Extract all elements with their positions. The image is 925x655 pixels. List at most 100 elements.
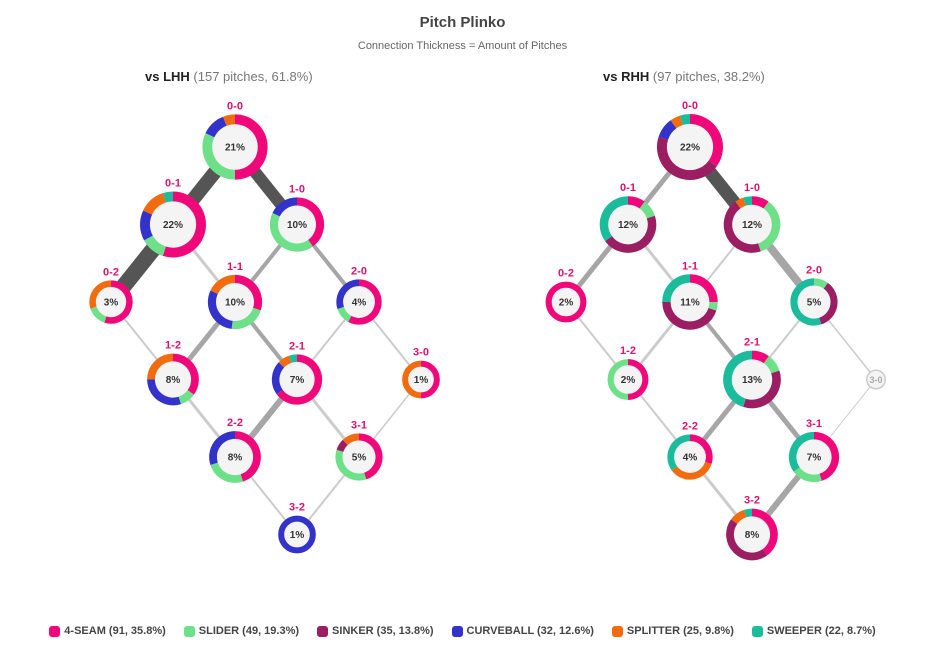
node-ring-segment-curveball bbox=[272, 197, 298, 217]
count-node: 1% 3-2 bbox=[278, 502, 316, 554]
legend-label: SPLITTER (25, 9.8%) bbox=[626, 625, 734, 637]
node-count-label: 0-2 bbox=[103, 266, 119, 278]
node-pct-label: 22% bbox=[680, 143, 700, 154]
node-center bbox=[670, 282, 710, 322]
node-ring-segment-4seam bbox=[689, 434, 713, 465]
node-ring-segment-curveball bbox=[207, 290, 233, 329]
node-pct-label: 8% bbox=[166, 375, 181, 386]
legend-label: SLIDER (49, 19.3%) bbox=[198, 625, 300, 637]
count-node: 12% 1-0 bbox=[723, 182, 781, 253]
node-ring-segment-slider bbox=[335, 449, 367, 481]
node-count-label: 0-1 bbox=[620, 182, 636, 194]
node-pct-label: 1% bbox=[290, 530, 305, 541]
node-ring-segment-sinker bbox=[723, 201, 761, 253]
node-ring-segment-4seam bbox=[296, 197, 325, 247]
node-ring-segment-4seam bbox=[751, 350, 769, 364]
legend-label: SINKER (35, 13.8%) bbox=[332, 625, 434, 637]
node-count-label: 2-1 bbox=[289, 340, 305, 352]
node-ring-segment-sweeper bbox=[289, 354, 298, 363]
node-center bbox=[341, 439, 377, 475]
legend-swatch bbox=[183, 625, 195, 637]
node-ring-segment-slider bbox=[210, 462, 243, 483]
node-pct-label: 7% bbox=[290, 375, 305, 386]
node-center bbox=[283, 521, 311, 548]
node-pct-label: 4% bbox=[683, 453, 698, 464]
node-ring-segment-4seam bbox=[689, 114, 723, 167]
node-center bbox=[613, 364, 643, 395]
node-ring-segment-slider bbox=[793, 467, 822, 483]
node-ring-segment-splitter bbox=[342, 433, 360, 446]
node-center bbox=[211, 123, 259, 171]
node-ring-segment-sweeper bbox=[662, 274, 691, 303]
node-pct-label: 8% bbox=[745, 530, 760, 541]
count-node: 22% 0-1 bbox=[140, 178, 206, 258]
node-center bbox=[733, 515, 771, 554]
node-pct-label: 21% bbox=[225, 143, 245, 154]
node-ring-segment-sweeper bbox=[679, 114, 691, 126]
node-ring-segment-sinker bbox=[662, 301, 717, 330]
node-center bbox=[666, 123, 714, 171]
node-ring-segment-slider bbox=[813, 278, 828, 289]
node-ring-segment-curveball bbox=[147, 379, 181, 406]
node-pct-label: 5% bbox=[807, 298, 822, 309]
node-ring-segment-slider bbox=[639, 201, 655, 219]
legend-item-curveball: CURVEBALL (32, 12.6%) bbox=[451, 625, 594, 637]
node-center bbox=[215, 282, 255, 322]
panel-side-detail: (97 pitches, 38.2%) bbox=[652, 69, 765, 84]
node-ring-segment-4seam bbox=[813, 431, 840, 481]
node-ring-segment-sinker bbox=[743, 370, 781, 409]
node-ring-segment-sinker bbox=[336, 439, 348, 453]
node-ring-segment-sinker bbox=[726, 519, 768, 561]
panel-lhh: 21% 0-0 22% 0-1 10% 1-0 3% 0-2 10% 1-1 4% 2-0 8% 1-2 7… bbox=[89, 100, 440, 554]
node-count-label: 3-2 bbox=[289, 502, 305, 514]
node-pct-label: 2% bbox=[621, 375, 636, 386]
panel-side-label: vs LHH bbox=[145, 69, 190, 84]
node-ring-segment-4seam bbox=[358, 433, 383, 480]
count-node: 1% 3-0 bbox=[402, 347, 440, 399]
legend-item-4seam: 4-SEAM (91, 35.8%) bbox=[49, 625, 166, 637]
node-count-label: 1-0 bbox=[744, 182, 760, 194]
node-pct-label: 3-0 bbox=[869, 375, 882, 385]
chart-title: Pitch Plinko bbox=[419, 14, 506, 31]
node-count-label: 3-2 bbox=[744, 495, 760, 507]
node-pct-label: 1% bbox=[414, 375, 429, 386]
node-count-label: 1-1 bbox=[682, 260, 698, 272]
node-center bbox=[216, 438, 254, 476]
legend: 4-SEAM (91, 35.8%) SLIDER (49, 19.3%) SINK… bbox=[0, 625, 925, 637]
node-ring-segment-curveball bbox=[209, 431, 236, 465]
node-ring-segment-4seam bbox=[627, 359, 649, 400]
node-ring-segment-splitter bbox=[147, 353, 174, 380]
node-pct-label: 4% bbox=[352, 298, 367, 309]
count-node: 5% 3-1 bbox=[335, 419, 383, 481]
node-ring-segment-curveball bbox=[278, 515, 316, 554]
panel-side-detail: (157 pitches, 61.8%) bbox=[193, 69, 313, 84]
legend-item-splitter: SPLITTER (25, 9.8%) bbox=[611, 625, 734, 637]
node-count-label: 2-1 bbox=[744, 337, 760, 349]
node-ring-segment-splitter bbox=[671, 461, 712, 480]
node-center bbox=[796, 284, 832, 320]
legend-label: 4-SEAM (91, 35.8%) bbox=[64, 625, 166, 637]
count-node: 3-0 bbox=[866, 369, 886, 390]
node-ring-segment-sweeper bbox=[723, 350, 753, 407]
legend-swatch bbox=[451, 625, 463, 637]
node-ring-segment-sweeper bbox=[744, 508, 753, 518]
node-count-label: 2-2 bbox=[227, 417, 243, 429]
node-count-label: 3-1 bbox=[351, 419, 367, 431]
count-node: 8% 3-2 bbox=[726, 495, 778, 561]
node-count-label: 0-0 bbox=[227, 100, 243, 112]
node-count-label: 0-0 bbox=[682, 100, 698, 112]
node-count-label: 1-1 bbox=[227, 261, 243, 273]
node-center bbox=[342, 285, 376, 319]
node-ring-segment-splitter bbox=[731, 509, 747, 525]
node-count-label: 0-1 bbox=[165, 178, 181, 190]
node-ring-segment-4seam bbox=[420, 360, 440, 399]
count-node: 4% 2-2 bbox=[667, 420, 713, 480]
node-ring-segment-4seam bbox=[627, 196, 645, 209]
node-ring-segment-4seam bbox=[751, 196, 769, 209]
legend-swatch bbox=[751, 625, 763, 637]
node-ring-segment-slider bbox=[337, 306, 352, 322]
node-ring-segment-sweeper bbox=[667, 434, 691, 471]
node-ring-segment-sinker bbox=[818, 282, 838, 325]
node-ring-segment-4seam bbox=[234, 274, 263, 311]
node-count-label: 0-2 bbox=[558, 268, 574, 280]
